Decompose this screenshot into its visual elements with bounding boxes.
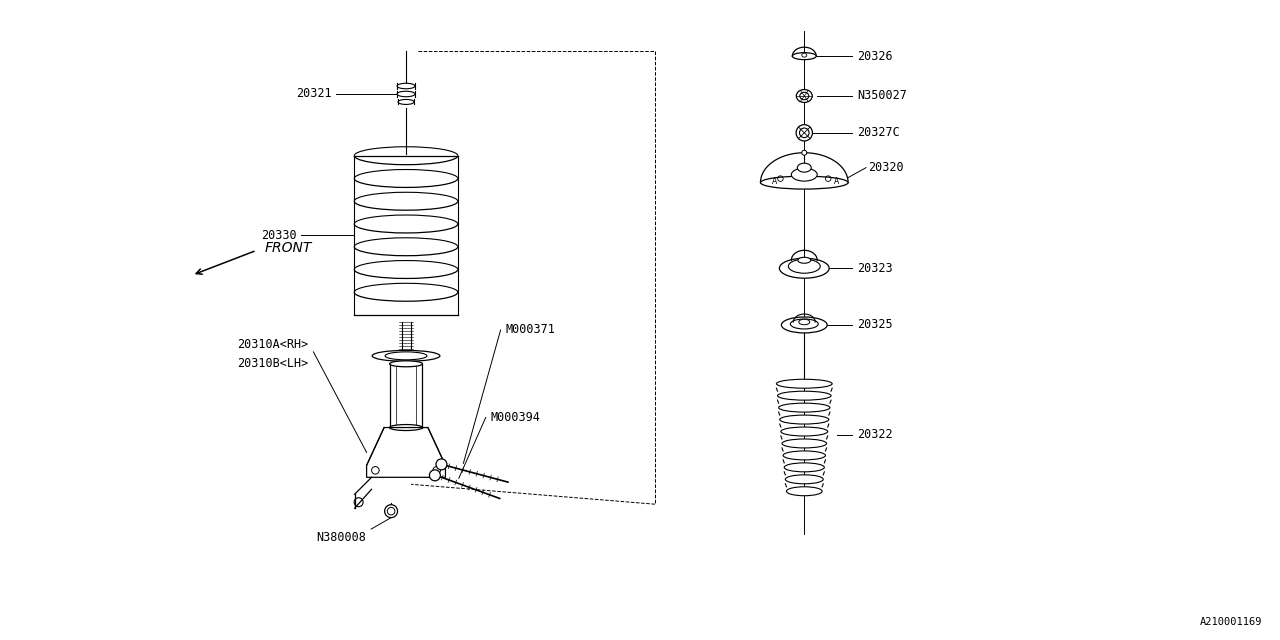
Ellipse shape bbox=[797, 163, 812, 172]
Text: FRONT: FRONT bbox=[265, 241, 312, 255]
Ellipse shape bbox=[385, 352, 428, 360]
Ellipse shape bbox=[781, 427, 828, 436]
Ellipse shape bbox=[801, 53, 806, 57]
Text: A: A bbox=[772, 177, 777, 186]
Text: A: A bbox=[833, 177, 838, 186]
Ellipse shape bbox=[777, 391, 831, 400]
Ellipse shape bbox=[398, 99, 413, 104]
Text: 20310B<LH>: 20310B<LH> bbox=[237, 357, 308, 371]
Text: 20327C: 20327C bbox=[858, 126, 900, 140]
Ellipse shape bbox=[782, 439, 827, 448]
Text: 20325: 20325 bbox=[858, 319, 892, 332]
Circle shape bbox=[796, 125, 813, 141]
Ellipse shape bbox=[796, 90, 813, 102]
Text: M000371: M000371 bbox=[506, 323, 556, 337]
Text: 20310A<RH>: 20310A<RH> bbox=[237, 339, 308, 351]
Ellipse shape bbox=[800, 92, 809, 100]
Text: 20326: 20326 bbox=[858, 50, 892, 63]
Circle shape bbox=[429, 470, 440, 481]
Text: N380008: N380008 bbox=[316, 531, 366, 543]
Ellipse shape bbox=[799, 319, 810, 324]
Ellipse shape bbox=[760, 176, 849, 189]
Circle shape bbox=[801, 150, 806, 156]
Ellipse shape bbox=[780, 259, 829, 278]
Circle shape bbox=[436, 459, 447, 470]
Ellipse shape bbox=[780, 415, 829, 424]
Ellipse shape bbox=[778, 403, 829, 412]
Text: A210001169: A210001169 bbox=[1199, 617, 1262, 627]
Ellipse shape bbox=[791, 168, 817, 181]
Ellipse shape bbox=[397, 92, 415, 97]
Ellipse shape bbox=[781, 317, 827, 333]
Ellipse shape bbox=[777, 380, 832, 388]
Text: 20321: 20321 bbox=[296, 88, 332, 100]
Text: 20320: 20320 bbox=[868, 161, 904, 174]
Circle shape bbox=[384, 505, 398, 518]
Ellipse shape bbox=[389, 361, 422, 367]
Ellipse shape bbox=[397, 83, 415, 89]
Text: 20322: 20322 bbox=[858, 428, 892, 441]
Ellipse shape bbox=[785, 463, 824, 472]
Text: 20323: 20323 bbox=[858, 262, 892, 275]
Text: M000394: M000394 bbox=[490, 411, 540, 424]
Ellipse shape bbox=[786, 487, 822, 496]
Ellipse shape bbox=[788, 259, 820, 273]
Ellipse shape bbox=[797, 257, 810, 263]
Text: N350027: N350027 bbox=[858, 90, 908, 102]
Circle shape bbox=[800, 128, 809, 138]
Ellipse shape bbox=[786, 475, 823, 484]
Ellipse shape bbox=[389, 424, 422, 431]
Ellipse shape bbox=[372, 350, 440, 362]
Ellipse shape bbox=[790, 319, 818, 329]
Text: 20330: 20330 bbox=[261, 229, 297, 242]
Ellipse shape bbox=[792, 52, 817, 60]
Ellipse shape bbox=[783, 451, 826, 460]
